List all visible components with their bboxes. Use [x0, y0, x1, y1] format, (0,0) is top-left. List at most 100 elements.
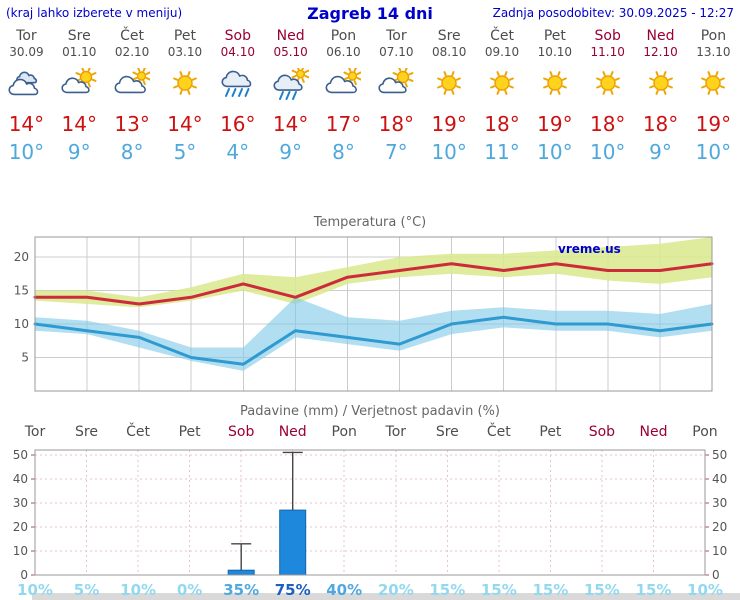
precip-day-label: Pet [539, 424, 562, 440]
precip-probability: 10% [687, 581, 723, 599]
precip-axis-ticks [31, 454, 709, 576]
day-column-12-10[interactable]: Ned 12.10 18° 9° [634, 28, 687, 164]
high-temp: 14° [272, 112, 309, 136]
watermark-link[interactable]: vreme.us [558, 242, 621, 256]
svg-text:10: 10 [14, 317, 29, 331]
day-date: 09.10 [484, 45, 520, 59]
precip-whisker [231, 543, 252, 571]
low-temp: 7° [384, 140, 408, 164]
temp-min-band [35, 297, 712, 371]
day-date: 07.10 [379, 45, 414, 59]
precip-grid [34, 450, 706, 575]
precip-chart-title: Padavine (mm) / Verjetnost padavin (%) [240, 404, 500, 419]
precip-day-label: Ned [279, 424, 307, 440]
sunny-icon [634, 68, 687, 104]
cloudy-icon [0, 68, 53, 104]
svg-text:10: 10 [13, 544, 28, 558]
day-name: Tor [16, 28, 37, 44]
precip-day-label: Čet [126, 422, 150, 440]
low-temp: 11° [484, 140, 520, 164]
day-date: 05.10 [273, 45, 308, 59]
precip-day-label: Pet [179, 424, 202, 440]
precip-probability: 40% [326, 581, 362, 599]
svg-text:50: 50 [13, 448, 28, 462]
sunny-icon [476, 68, 529, 104]
precip-day-labels: Tor Sre Čet Pet Sob Ned Pon Tor Sre Čet Pet Sob Ned P… [24, 422, 718, 440]
low-temp: 10° [8, 140, 45, 164]
precipitation-chart: Tor Sre Čet Pet Sob Ned Pon Tor Sre Čet Pet Sob Ned P… [13, 422, 728, 599]
day-column-09-10[interactable]: Čet 09.10 18° 11° [476, 28, 529, 164]
temp-min-line [33, 315, 714, 366]
svg-text:40: 40 [13, 472, 28, 486]
precip-y-axis-labels: 0 0 10 10 20 20 30 30 40 40 50 50 [13, 448, 728, 582]
high-temp: 19° [537, 112, 573, 136]
low-temp: 5° [173, 140, 197, 164]
sunny-icon [581, 68, 634, 104]
precip-probability: 15% [584, 581, 620, 599]
page-title: Zagreb 14 dni [307, 4, 433, 23]
low-temp: 10° [589, 140, 626, 164]
high-temp: 18° [589, 112, 626, 136]
precip-day-label: Sob [589, 424, 615, 440]
day-column-07-10[interactable]: Tor 07.10 18° 7° [370, 28, 423, 164]
day-column-30-09[interactable]: Tor 30.09 14° 10° [0, 28, 53, 164]
precip-plot-border [34, 449, 706, 576]
high-temp: 13° [114, 112, 150, 136]
day-name: Ned [276, 28, 305, 44]
day-name: Pet [543, 28, 566, 44]
day-date: 08.10 [431, 45, 467, 59]
day-date: 11.10 [590, 45, 625, 59]
day-column-02-10[interactable]: Čet 02.10 13° 8° [106, 28, 159, 164]
high-temp: 14° [167, 112, 203, 136]
high-temp: 18° [642, 112, 679, 136]
svg-text:0: 0 [20, 568, 28, 582]
day-column-10-10[interactable]: Pet 10.10 19° 10° [528, 28, 581, 164]
precip-day-label: Ned [640, 424, 668, 440]
precip-whisker [282, 451, 303, 511]
precip-probability: 75% [275, 581, 311, 599]
day-column-01-10[interactable]: Sre 01.10 14° 9° [53, 28, 106, 164]
day-column-06-10[interactable]: Pon 06.10 17° 8° [317, 28, 370, 164]
precip-day-label: Sre [75, 424, 98, 440]
precip-bar [227, 569, 255, 576]
day-name: Sre [67, 28, 91, 44]
low-temp: 9° [279, 140, 302, 164]
day-column-08-10[interactable]: Sre 08.10 19° 10° [423, 28, 476, 164]
daily-forecast-row: Tor 30.09 14° 10° Sre 01.10 14° 9° Čet 02.10 13° 8°… [0, 28, 740, 164]
day-date: 01.10 [62, 45, 97, 59]
high-temp: 18° [484, 112, 520, 136]
high-temp: 14° [8, 112, 45, 136]
location-menu-note: (kraj lahko izberete v meniju) [6, 6, 183, 20]
svg-text:50: 50 [712, 448, 727, 462]
day-date: 06.10 [326, 45, 361, 59]
high-temp: 19° [431, 112, 467, 136]
day-date: 13.10 [696, 45, 731, 59]
low-temp: 10° [431, 140, 467, 164]
svg-text:30: 30 [712, 496, 727, 510]
showers-sun-icon [264, 65, 317, 104]
day-column-03-10[interactable]: Pet 03.10 14° 5° [159, 28, 212, 164]
day-date: 12.10 [643, 45, 678, 59]
sunny-icon [528, 68, 581, 104]
temperature-chart-title: Temperatura (°C) [313, 215, 427, 230]
temp-plot-border [34, 236, 713, 392]
precip-day-label: Tor [24, 424, 46, 440]
high-temp: 14° [61, 112, 97, 136]
precip-probability: 5% [74, 581, 99, 599]
precip-probability: 15% [481, 581, 517, 599]
bottom-scrollbar[interactable] [32, 593, 740, 600]
day-date: 02.10 [114, 45, 150, 59]
low-temp: 8° [120, 140, 144, 164]
svg-text:0: 0 [712, 568, 720, 582]
day-date: 30.09 [9, 45, 44, 59]
day-name: Ned [646, 28, 675, 44]
sunny-icon [159, 68, 212, 104]
day-name: Pon [330, 28, 357, 44]
day-column-04-10[interactable]: Sob 04.10 16° 4° [211, 28, 264, 164]
day-name: Sob [594, 28, 621, 44]
day-column-13-10[interactable]: Pon 13.10 19° 10° [687, 28, 740, 164]
day-column-11-10[interactable]: Sob 11.10 18° 10° [581, 28, 634, 164]
day-date: 03.10 [167, 45, 203, 59]
day-name: Čet [120, 28, 145, 44]
day-column-05-10[interactable]: Ned 05.10 14° 9° [264, 28, 317, 164]
